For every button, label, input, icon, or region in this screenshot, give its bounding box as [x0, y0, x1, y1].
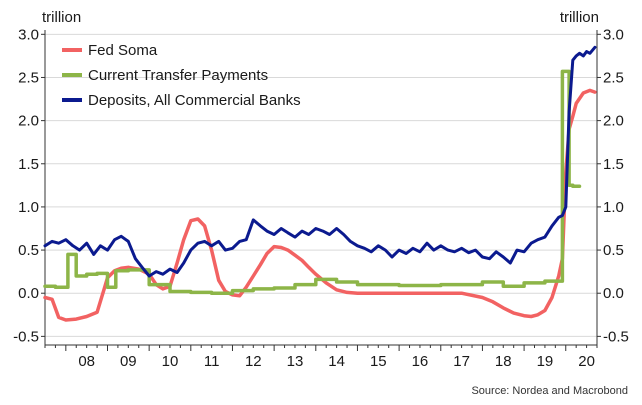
series-lines	[43, 45, 597, 322]
grid	[45, 33, 597, 337]
y-tick-label-right: 1.0	[603, 199, 624, 216]
x-tick-label: 08	[78, 353, 95, 370]
legend-label-current-transfer-payments: Current Transfer Payments	[88, 67, 268, 84]
y-tick-label-left: 1.0	[18, 199, 39, 216]
y-tick-label-right: 2.0	[603, 113, 624, 130]
y-tick-label-left: 1.5	[18, 156, 39, 173]
x-tick-label: 18	[495, 353, 512, 370]
x-tick-labels: 08 09 10 11 12 13 14 15 16 17 18 19 20	[78, 353, 595, 370]
y-tick-label-right: 3.0	[603, 26, 624, 43]
legend: Fed Soma Current Transfer Payments Depos…	[62, 42, 301, 109]
axes	[41, 30, 601, 351]
source-note: Source: Nordea and Macrobond	[471, 385, 628, 397]
left-unit-label: trillion	[42, 9, 81, 26]
y-tick-label-right: 1.5	[603, 156, 624, 173]
series-line-current-transfer-payments	[43, 69, 582, 295]
y-tick-label-left: 2.0	[18, 113, 39, 130]
legend-item-deposits: Deposits, All Commercial Banks	[62, 92, 301, 109]
y-tick-label-left: 3.0	[18, 26, 39, 43]
x-tick-label: 11	[204, 353, 220, 370]
y-tick-label-left: 0.5	[18, 242, 39, 259]
legend-label-deposits: Deposits, All Commercial Banks	[88, 92, 301, 109]
legend-label-fed-soma: Fed Soma	[88, 42, 158, 59]
y-tick-label-right: 2.5	[603, 69, 624, 86]
y-tick-label-right: 0.5	[603, 242, 624, 259]
x-tick-label: 13	[287, 353, 304, 370]
series-line-fed-soma	[43, 88, 597, 322]
y-tick-label-right: -0.5	[603, 328, 629, 345]
left-y-tick-labels: -0.5 0.0 0.5 1.0 1.5 2.0 2.5 3.0	[13, 26, 39, 345]
x-tick-label: 12	[245, 353, 262, 370]
y-tick-label-right: 0.0	[603, 285, 624, 302]
x-tick-label: 16	[412, 353, 429, 370]
y-tick-label-left: 2.5	[18, 69, 39, 86]
series-line-deposits-all-commercial-banks	[43, 45, 597, 278]
legend-item-fed-soma: Fed Soma	[62, 42, 158, 59]
x-tick-label: 19	[537, 353, 554, 370]
y-tick-label-left: -0.5	[13, 328, 39, 345]
x-tick-label: 14	[328, 353, 345, 370]
right-y-tick-labels: -0.5 0.0 0.5 1.0 1.5 2.0 2.5 3.0	[603, 26, 629, 345]
x-tick-label: 17	[453, 353, 470, 370]
x-tick-label: 15	[370, 353, 387, 370]
x-tick-label: 10	[162, 353, 179, 370]
legend-item-current-transfer-payments: Current Transfer Payments	[62, 67, 268, 84]
x-tick-label: 09	[120, 353, 137, 370]
y-tick-label-left: 0.0	[18, 285, 39, 302]
x-tick-label: 20	[578, 353, 595, 370]
right-unit-label: trillion	[560, 9, 599, 26]
